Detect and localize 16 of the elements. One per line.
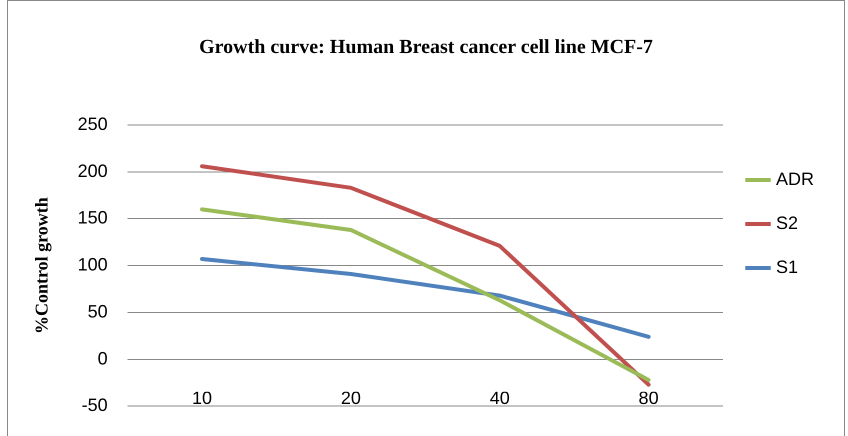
legend-label: S2 (776, 212, 798, 233)
legend-label: S1 (776, 256, 798, 277)
y-tick-label: 200 (78, 160, 108, 181)
y-tick-label: 50 (88, 301, 108, 322)
legend-label: ADR (776, 168, 814, 189)
y-tick-label: 0 (98, 348, 108, 368)
y-tick-label: 100 (78, 254, 108, 275)
y-tick-label: -50 (82, 395, 108, 416)
x-tick-label: 10 (192, 388, 212, 408)
x-tick-label: 40 (490, 388, 510, 408)
y-axis-title: %Control growth (31, 197, 52, 334)
x-tick-label: 20 (340, 388, 361, 408)
y-tick-label: 250 (78, 114, 108, 134)
x-tick-label: 80 (638, 388, 659, 408)
chart-title: Growth curve: Human Breast cancer cell line MCF-7 (199, 36, 653, 58)
y-tick-label: 150 (78, 208, 108, 228)
